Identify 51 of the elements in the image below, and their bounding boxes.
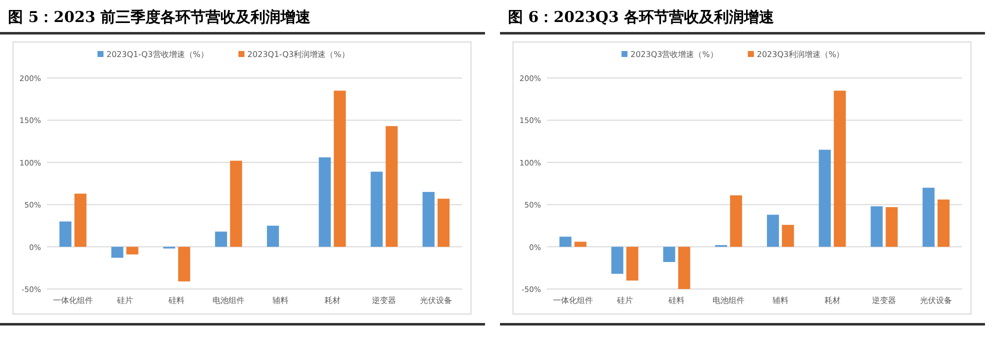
x-tick-label: 一体化组件 [52, 296, 93, 305]
bar [870, 206, 883, 247]
bar [886, 207, 898, 247]
chart-title: 图 5：2023 前三季度各环节营收及利润增速 [8, 8, 312, 26]
bar [318, 157, 331, 247]
x-tick-label: 逆变器 [372, 296, 396, 305]
x-tick-label: 电池组件 [712, 296, 745, 305]
x-tick-label: 硅料 [668, 296, 685, 305]
bar [111, 246, 124, 258]
bar [422, 192, 435, 247]
legend-label: 2023Q3营收增速（%） [630, 50, 718, 59]
bar [266, 226, 279, 247]
bar [386, 126, 398, 247]
bar [370, 172, 383, 247]
chart-title: 图 6：2023Q3 各环节营收及利润增速 [508, 8, 776, 26]
x-tick-label: 光伏设备 [420, 296, 452, 305]
x-tick-label: 电池组件 [212, 296, 245, 305]
legend-label: 2023Q1-Q3营收增速（%） [106, 50, 208, 59]
x-tick-label: 光伏设备 [920, 296, 952, 305]
bar [215, 232, 228, 247]
bar [678, 246, 690, 289]
x-tick-label: 硅片 [616, 296, 633, 305]
x-tick-label: 硅片 [116, 296, 133, 305]
bar [59, 221, 72, 247]
x-tick-label: 一体化组件 [552, 296, 593, 305]
x-tick-label: 辅料 [272, 296, 288, 305]
bar [782, 224, 794, 247]
bar [834, 90, 846, 247]
x-tick-label: 辅料 [772, 296, 788, 305]
bar [178, 246, 190, 282]
x-tick-label: 耗材 [824, 296, 840, 305]
bar [574, 242, 586, 247]
bar [611, 246, 624, 274]
bar [334, 90, 346, 247]
bar [922, 188, 935, 247]
bar [766, 214, 779, 247]
legend-label: 2023Q3利润增速（%） [756, 50, 844, 59]
bar [126, 246, 138, 254]
bar [230, 160, 242, 247]
x-tick-label: 硅料 [168, 296, 185, 305]
bar [74, 194, 86, 247]
legend-label: 2023Q1-Q3利润增速（%） [247, 50, 350, 59]
bar [438, 198, 450, 247]
bar [938, 200, 950, 247]
bar [818, 150, 831, 247]
x-tick-label: 逆变器 [872, 296, 896, 305]
bar [626, 246, 638, 281]
bar [559, 236, 572, 247]
bar [730, 195, 742, 247]
bar [663, 246, 676, 262]
x-tick-label: 耗材 [324, 296, 340, 305]
